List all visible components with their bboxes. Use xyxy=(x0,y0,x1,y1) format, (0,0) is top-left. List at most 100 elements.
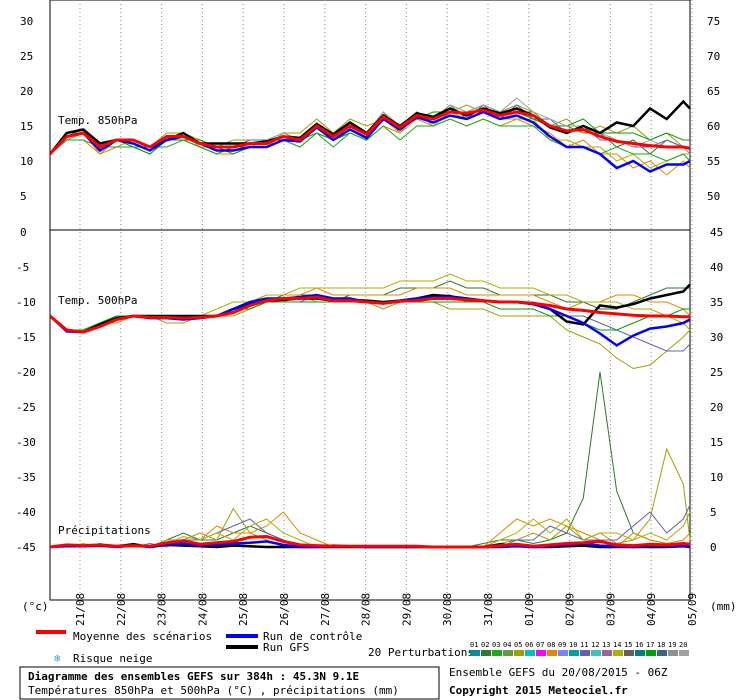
perturbation-number: 05 xyxy=(514,641,522,649)
y-tick-500-left: -15 xyxy=(16,331,36,344)
legend-perturbations-label: 20 Perturbations xyxy=(368,646,474,659)
perturbation-number: 15 xyxy=(624,641,632,649)
legend-gfs-label: Run GFS xyxy=(263,641,309,654)
perturbation-number: 13 xyxy=(602,641,610,649)
x-tick-label: 24/08 xyxy=(196,593,209,626)
perturbation-number: 07 xyxy=(536,641,544,649)
perturbation-line xyxy=(49,294,691,370)
legend-control-label: Run de contrôle xyxy=(263,630,362,643)
perturbation-number: 09 xyxy=(558,641,566,649)
y-tick-500-right: 15 xyxy=(710,436,723,449)
y-tick-850-left: 5 xyxy=(20,190,27,203)
perturbation-swatch xyxy=(492,650,502,656)
perturbation-swatch xyxy=(536,650,546,656)
snowflake-icon: ❄ xyxy=(54,652,61,665)
run-info: Ensemble GEFS du 20/08/2015 - 06Z xyxy=(449,666,668,679)
x-tick-label: 28/08 xyxy=(360,593,373,626)
perturbation-number: 14 xyxy=(613,641,621,649)
title-box xyxy=(19,666,440,700)
perturbation-number: 12 xyxy=(591,641,599,649)
y-tick-500-left: -25 xyxy=(16,401,36,414)
y-tick-500-right: 10 xyxy=(710,471,723,484)
perturbation-swatch xyxy=(624,650,634,656)
axis-unit-left: (°c) xyxy=(22,600,49,613)
label-850: Temp. 850hPa xyxy=(58,114,137,127)
x-tick-label: 26/08 xyxy=(278,593,291,626)
perturbation-swatch xyxy=(481,650,491,656)
perturbation-number: 06 xyxy=(525,641,533,649)
perturbation-swatch xyxy=(613,650,623,656)
y-tick-500-right: 20 xyxy=(710,401,723,414)
y-tick-850-left: 25 xyxy=(20,50,33,63)
y-tick-500-left: -45 xyxy=(16,541,36,554)
perturbation-number: 18 xyxy=(657,641,665,649)
series-line xyxy=(48,108,691,156)
y-tick-500-left: -35 xyxy=(16,471,36,484)
axis-unit-right: (mm) xyxy=(710,600,737,613)
legend-snow-label: Risque neige xyxy=(73,652,152,665)
y-tick-850-left: 20 xyxy=(20,85,33,98)
x-tick-label: 02/09 xyxy=(564,593,577,626)
x-tick-label: 21/08 xyxy=(74,593,87,626)
y-tick-500-left: -30 xyxy=(16,436,36,449)
y-tick-500-right: 40 xyxy=(710,261,723,274)
x-tick-label: 23/08 xyxy=(156,593,169,626)
copyright: Copyright 2015 Meteociel.fr xyxy=(449,684,628,697)
perturbation-number: 03 xyxy=(492,641,500,649)
perturbation-number: 17 xyxy=(646,641,654,649)
x-tick-label: 22/08 xyxy=(115,593,128,626)
perturbation-swatch xyxy=(679,650,689,656)
perturbation-swatch xyxy=(635,650,645,656)
panel-850-frame xyxy=(49,0,691,231)
x-tick-label: 01/09 xyxy=(523,593,536,626)
perturbation-swatch xyxy=(525,650,535,656)
series-line xyxy=(49,534,691,549)
perturbation-number: 02 xyxy=(481,641,489,649)
y-tick-850-right: 60 xyxy=(707,120,720,133)
x-tick-label: 31/08 xyxy=(482,593,495,626)
y-tick-850-left: 30 xyxy=(20,15,33,28)
perturbation-swatch xyxy=(646,650,656,656)
perturbation-swatch xyxy=(602,650,612,656)
perturbation-swatch xyxy=(558,650,568,656)
perturbation-number: 08 xyxy=(547,641,555,649)
y-tick-850-right: 75 xyxy=(707,15,720,28)
main-series-500 xyxy=(49,283,691,347)
perturbation-swatch xyxy=(591,650,601,656)
y-tick-500-right: 35 xyxy=(710,296,723,309)
y-tick-850-left: 0 xyxy=(20,226,27,239)
perturbation-swatch xyxy=(657,650,667,656)
series-line xyxy=(49,295,690,334)
main-series-precip xyxy=(49,534,691,549)
y-tick-850-right: 70 xyxy=(707,50,720,63)
perturbation-number: 16 xyxy=(635,641,643,649)
legend-mean-label: Moyenne des scénarios xyxy=(73,630,212,643)
y-tick-850-right: 65 xyxy=(707,85,720,98)
x-tick-label: 04/09 xyxy=(645,593,658,626)
y-tick-500-right: 30 xyxy=(710,331,723,344)
x-tick-label: 03/09 xyxy=(604,593,617,626)
label-precip: Précipitations xyxy=(58,524,151,537)
y-tick-850-right: 50 xyxy=(707,190,720,203)
y-tick-500-left: -5 xyxy=(16,261,29,274)
perturbation-swatch xyxy=(503,650,513,656)
x-tick-label: 05/09 xyxy=(686,593,699,626)
perturbation-swatch xyxy=(547,650,557,656)
main-series-850 xyxy=(48,99,691,173)
y-tick-500-right: 5 xyxy=(710,506,717,519)
x-tick-label: 29/08 xyxy=(400,593,413,626)
perturbation-number: 10 xyxy=(569,641,577,649)
perturbation-number: 20 xyxy=(679,641,687,649)
x-tick-label: 27/08 xyxy=(319,593,332,626)
panel-500-frame xyxy=(49,229,691,601)
perturbation-number: 19 xyxy=(668,641,676,649)
y-tick-500-right: 0 xyxy=(710,541,717,554)
perturbation-number: 11 xyxy=(580,641,588,649)
title-line1: Diagramme des ensembles GEFS sur 384h : … xyxy=(28,670,359,683)
x-tick-label: 25/08 xyxy=(237,593,250,626)
y-tick-500-right: 45 xyxy=(710,226,723,239)
label-500: Temp. 500hPa xyxy=(58,294,137,307)
perturbation-color-legend: 01 02 03 04 05 06 07 08 09 10 11 12 13 14 15 16 17 18 19 20 xyxy=(470,641,689,656)
y-tick-500-left: -40 xyxy=(16,506,36,519)
